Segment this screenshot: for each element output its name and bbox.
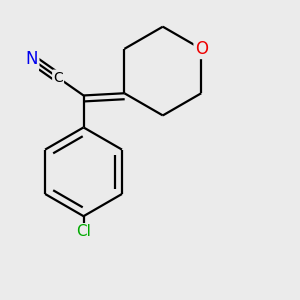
Text: C: C: [53, 70, 63, 85]
Text: N: N: [26, 50, 38, 68]
Text: O: O: [195, 40, 208, 58]
Text: Cl: Cl: [76, 224, 91, 239]
